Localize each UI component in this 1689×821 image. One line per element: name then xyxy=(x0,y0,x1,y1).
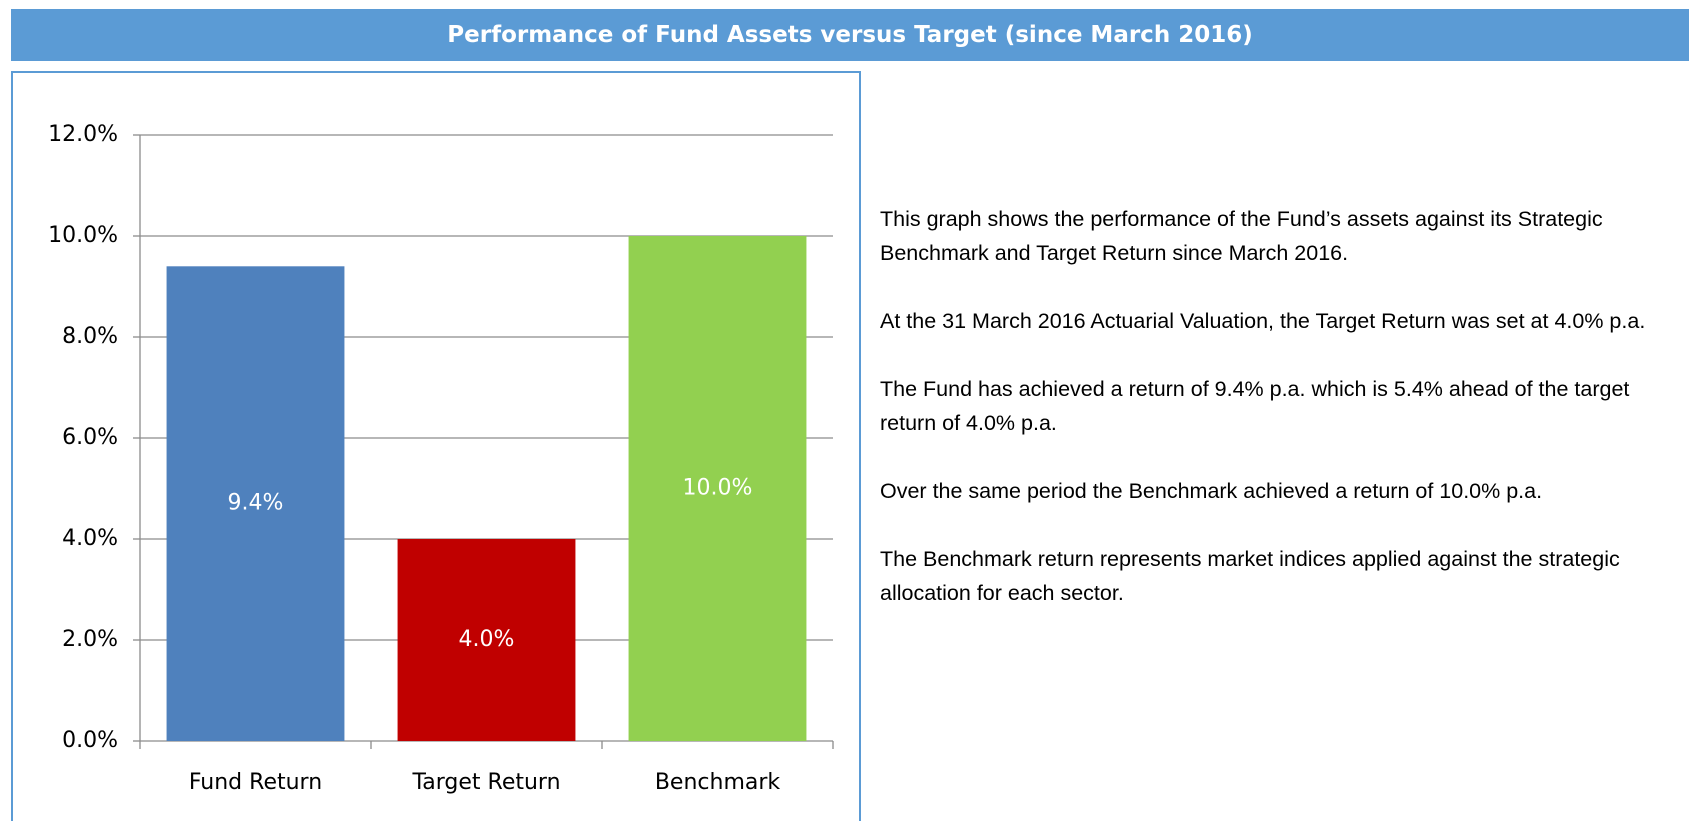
chart-panel xyxy=(11,71,861,821)
bar xyxy=(166,266,345,741)
paragraph: The Fund has achieved a return of 9.4% p… xyxy=(880,377,1630,435)
y-tick-label: 8.0% xyxy=(62,324,118,349)
value-label: 4.0% xyxy=(459,627,515,652)
x-tick-label: Benchmark xyxy=(655,770,781,795)
value-label: 9.4% xyxy=(228,491,284,516)
paragraph: This graph shows the performance of the … xyxy=(880,207,1603,265)
paragraph: The Benchmark return represents market i… xyxy=(880,547,1620,605)
x-tick-label: Target Return xyxy=(411,770,560,795)
bar xyxy=(628,236,807,741)
paragraph: Over the same period the Benchmark achie… xyxy=(880,479,1543,503)
bar xyxy=(397,539,576,741)
paragraph: At the 31 March 2016 Actuarial Valuation… xyxy=(880,309,1646,333)
x-tick-label: Fund Return xyxy=(189,770,322,795)
y-tick-label: 6.0% xyxy=(62,425,118,450)
y-tick-label: 4.0% xyxy=(62,526,118,551)
y-tick-label: 10.0% xyxy=(48,223,118,248)
header-title: Performance of Fund Assets versus Target… xyxy=(11,9,1689,61)
y-tick-label: 2.0% xyxy=(62,627,118,652)
value-label: 10.0% xyxy=(683,476,753,501)
y-tick-label: 0.0% xyxy=(62,728,118,753)
y-tick-label: 12.0% xyxy=(48,122,118,147)
description: This graph shows the performance of the … xyxy=(880,202,1680,644)
